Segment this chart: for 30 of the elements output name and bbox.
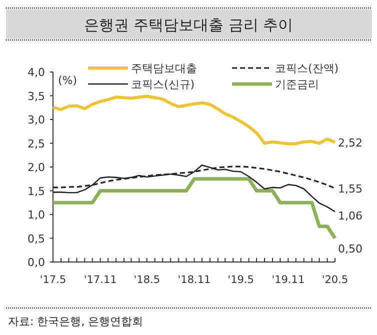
y-tick-label: 2,0 [28,161,45,174]
y-tick-label: 0,0 [28,256,45,269]
x-tick-label: '17.5 [40,274,66,286]
annotation: 1,06 [338,210,362,223]
y-tick-label: 1,0 [28,208,45,222]
line-series [52,164,336,212]
x-tick-label: '19.5 [228,274,254,286]
x-tick-label: '20.5 [322,274,348,286]
x-tick-label: '17.11 [84,274,117,286]
chart-title: 은행권 주택담보대출 금리 추이 [84,16,294,34]
annotation: 2,52 [338,136,362,150]
y-tick-label: 0,5 [28,232,45,246]
x-tick-label: '18.11 [178,274,211,286]
y-tick-label: 2,5 [28,137,45,150]
legend-label: 기준금리 [275,78,319,91]
line-series [51,177,337,240]
text: 자료: 한국은행, 은행연합회 [8,315,144,328]
legend-label: 코픽스(신규) [131,78,195,91]
y-tick-label: 3,0 [28,114,45,126]
annotation: 0,50 [338,242,362,256]
legend-label: 주택담보대출 [131,62,197,75]
y-tick-label: 1,5 [28,184,45,198]
annotation: 1,55 [338,182,362,196]
y-tick-label: 3,5 [28,90,45,103]
line-series [52,94,336,146]
y-axis-title: (%) [58,74,78,87]
x-tick-label: '19.11 [272,274,305,286]
legend-label: 코픽스(잔액) [275,62,339,75]
y-tick-label: 4,0 [28,66,45,79]
x-tick-label: '18.5 [134,274,160,286]
